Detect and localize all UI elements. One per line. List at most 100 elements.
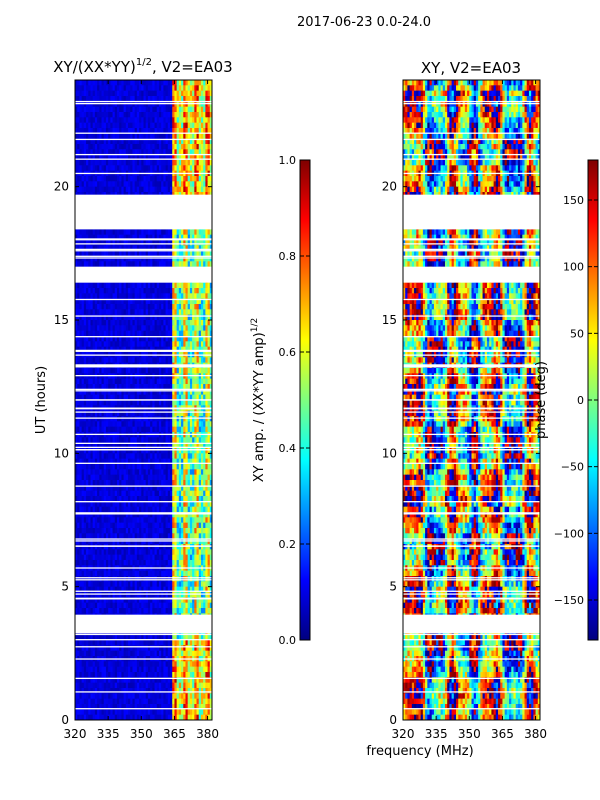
heatmap-cell — [209, 389, 212, 396]
heatmap-cell — [183, 357, 187, 364]
heatmap-cell — [108, 181, 111, 188]
heatmap-cell — [134, 90, 138, 97]
heatmap-cell — [165, 181, 169, 188]
heatmap-cell — [92, 256, 96, 262]
heatmap-cell — [105, 448, 109, 454]
heatmap-cell — [187, 165, 191, 172]
heatmap-cell — [145, 458, 149, 465]
heatmap-cell — [86, 245, 89, 252]
heatmap-cell — [154, 160, 158, 166]
heatmap-cell — [88, 384, 92, 390]
heatmap-cell — [209, 458, 212, 465]
heatmap-cell — [86, 346, 89, 353]
heatmap-cell — [132, 410, 136, 417]
heatmap-cell — [143, 506, 147, 513]
heatmap-cell — [75, 293, 78, 300]
heatmap-cell — [178, 85, 182, 92]
heatmap-cell — [121, 138, 125, 145]
heatmap-cell — [132, 160, 136, 166]
heatmap-cell — [94, 149, 98, 156]
heatmap-cell — [99, 437, 103, 444]
heatmap-cell — [196, 288, 200, 294]
heatmap-cell — [130, 501, 134, 508]
heatmap-cell — [143, 101, 147, 108]
heatmap-cell — [205, 133, 209, 140]
heatmap-cell — [187, 474, 191, 481]
heatmap-cell — [83, 437, 87, 444]
heatmap-cell — [94, 336, 98, 342]
heatmap-cell — [152, 117, 156, 124]
heatmap-cell — [198, 464, 202, 470]
heatmap-cell — [207, 320, 211, 326]
heatmap-cell — [150, 245, 153, 252]
heatmap-cell — [147, 410, 151, 417]
heatmap-cell — [183, 330, 187, 337]
heatmap-cell — [114, 80, 118, 86]
heatmap-cell — [152, 261, 156, 268]
heatmap-cell — [94, 138, 98, 145]
heatmap-cell — [172, 261, 176, 268]
heatmap-cell — [192, 320, 195, 326]
heatmap-cell — [181, 448, 184, 454]
heatmap-cell — [167, 394, 171, 401]
heatmap-cell — [86, 426, 89, 433]
heatmap-cell — [119, 469, 122, 476]
heatmap-cell — [205, 426, 209, 433]
heatmap-cell — [105, 474, 109, 481]
heatmap-cell — [79, 490, 83, 497]
heatmap-cell — [178, 160, 182, 166]
heatmap-cell — [141, 384, 145, 390]
heatmap-cell — [145, 293, 149, 300]
heatmap-cell — [108, 325, 111, 332]
heatmap-cell — [161, 373, 164, 380]
heatmap-cell — [108, 442, 111, 449]
heatmap-cell — [105, 400, 109, 406]
heatmap-cell — [77, 229, 81, 236]
heatmap-cell — [103, 90, 107, 97]
heatmap-cell — [196, 112, 200, 118]
heatmap-cell — [134, 480, 138, 486]
heatmap-cell — [163, 384, 167, 390]
heatmap-cell — [116, 410, 120, 417]
heatmap-cell — [141, 506, 145, 513]
heatmap-cell — [170, 186, 173, 193]
heatmap-cell — [178, 485, 182, 492]
heatmap-cell — [121, 325, 125, 332]
heatmap-cell — [130, 128, 134, 134]
heatmap-cell — [132, 448, 136, 454]
heatmap-cell — [132, 400, 136, 406]
heatmap-cell — [121, 122, 125, 129]
heatmap-cell — [141, 106, 145, 113]
heatmap-cell — [187, 106, 191, 113]
heatmap-cell — [81, 437, 85, 444]
heatmap-cell — [145, 325, 149, 332]
heatmap-cell — [90, 298, 94, 305]
heatmap-cell — [200, 240, 204, 246]
heatmap-cell — [99, 240, 103, 246]
heatmap-cell — [97, 90, 100, 97]
heatmap-cell — [141, 346, 145, 353]
heatmap-cell — [83, 304, 87, 310]
heatmap-cell — [170, 133, 173, 140]
heatmap-cell — [134, 453, 138, 460]
heatmap-cell — [174, 133, 178, 140]
heatmap-cell — [154, 474, 158, 481]
heatmap-cell — [139, 437, 142, 444]
heatmap-cell — [103, 282, 107, 289]
heatmap-cell — [103, 160, 107, 166]
heatmap-cell — [99, 112, 103, 118]
heatmap-cell — [136, 501, 140, 508]
heatmap-cell — [123, 410, 127, 417]
heatmap-cell — [125, 282, 129, 289]
heatmap-cell — [152, 106, 156, 113]
heatmap-cell — [88, 416, 92, 422]
heatmap-cell — [203, 101, 206, 108]
heatmap-cell — [114, 448, 118, 454]
heatmap-cell — [172, 85, 176, 92]
heatmap-cell — [176, 261, 180, 268]
heatmap-cell — [174, 240, 178, 246]
heatmap-cell — [167, 234, 171, 241]
heatmap-cell — [194, 304, 198, 310]
heatmap-cell — [150, 346, 153, 353]
